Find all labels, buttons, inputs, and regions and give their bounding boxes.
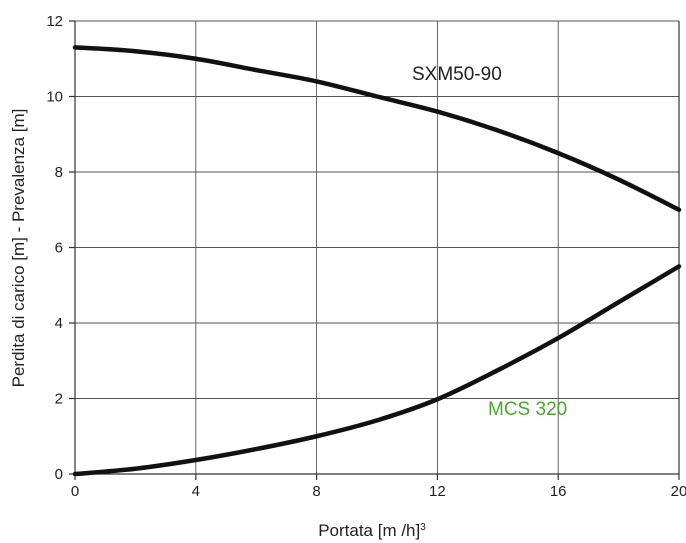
x-axis-title-superscript: 3 xyxy=(420,522,426,533)
x-tick-label: 20 xyxy=(671,483,686,500)
series-layer xyxy=(72,45,682,477)
x-tick-label: 4 xyxy=(192,483,200,500)
y-tick-label: 2 xyxy=(55,391,63,408)
tick-layer: 0 4 8 12 16 20 0 2 4 6 8 10 12 xyxy=(46,13,686,500)
grid-layer xyxy=(75,20,680,474)
series-label-sxm50-90: SXM50-90 xyxy=(412,64,502,85)
x-axis-title: Portata [m /h]3 xyxy=(318,521,426,540)
y-axis-title: Perdita di carico [m] - Prevalenza [m] xyxy=(9,109,28,388)
y-tick-label: 8 xyxy=(55,164,63,181)
x-tick-label: 0 xyxy=(71,483,79,500)
y-tick-label: 10 xyxy=(46,89,63,106)
x-axis-title-text: Portata [m /h] xyxy=(318,521,420,540)
y-tick-label: 6 xyxy=(55,240,63,257)
x-tick-label: 8 xyxy=(312,483,320,500)
y-tick-label: 4 xyxy=(55,315,63,332)
series-line-0 xyxy=(72,45,682,212)
series-label-mcs-320: MCS 320 xyxy=(488,399,567,420)
x-tick-label: 12 xyxy=(429,483,446,500)
y-tick-label: 0 xyxy=(55,466,63,483)
y-tick-label: 12 xyxy=(46,13,63,30)
x-tick-label: 16 xyxy=(550,483,567,500)
series-line-1 xyxy=(72,264,682,477)
